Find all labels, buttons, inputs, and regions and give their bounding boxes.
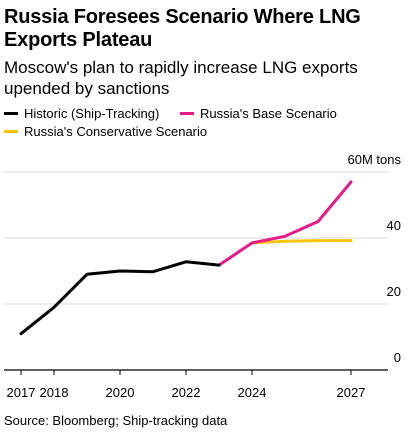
chart-subtitle: Moscow's plan to rapidly increase LNG ex… [4,58,358,98]
y-tick-label-60: 60M tons [348,152,402,167]
legend-swatch-historic [4,112,18,115]
x-tick-label-2020: 2020 [106,385,135,400]
chart-title: Russia Foresees Scenario Where LNG Expor… [4,6,361,51]
series-line-conservative [250,239,353,245]
source-note: Source: Bloomberg; Ship-tracking data [4,413,228,428]
series-line-historic [19,260,221,336]
x-tick-label-2018: 2018 [40,385,69,400]
x-tick-label-2024: 2024 [238,385,267,400]
y-tick-label-0: 0 [394,350,401,365]
legend-label-historic: Historic (Ship-Tracking) [24,106,160,121]
legend-label-conservative: Russia's Conservative Scenario [24,124,208,139]
legend-swatch-conservative [4,130,18,133]
x-tick-label-2022: 2022 [172,385,201,400]
x-tick-label-2017: 2017 [7,385,36,400]
y-tick-label-20: 20 [387,284,401,299]
legend-swatch-base [180,112,194,115]
y-tick-label-40: 40 [387,218,401,233]
series-line-base [217,180,353,267]
x-tick-label-2027: 2027 [337,385,366,400]
legend-label-base: Russia's Base Scenario [200,106,337,121]
